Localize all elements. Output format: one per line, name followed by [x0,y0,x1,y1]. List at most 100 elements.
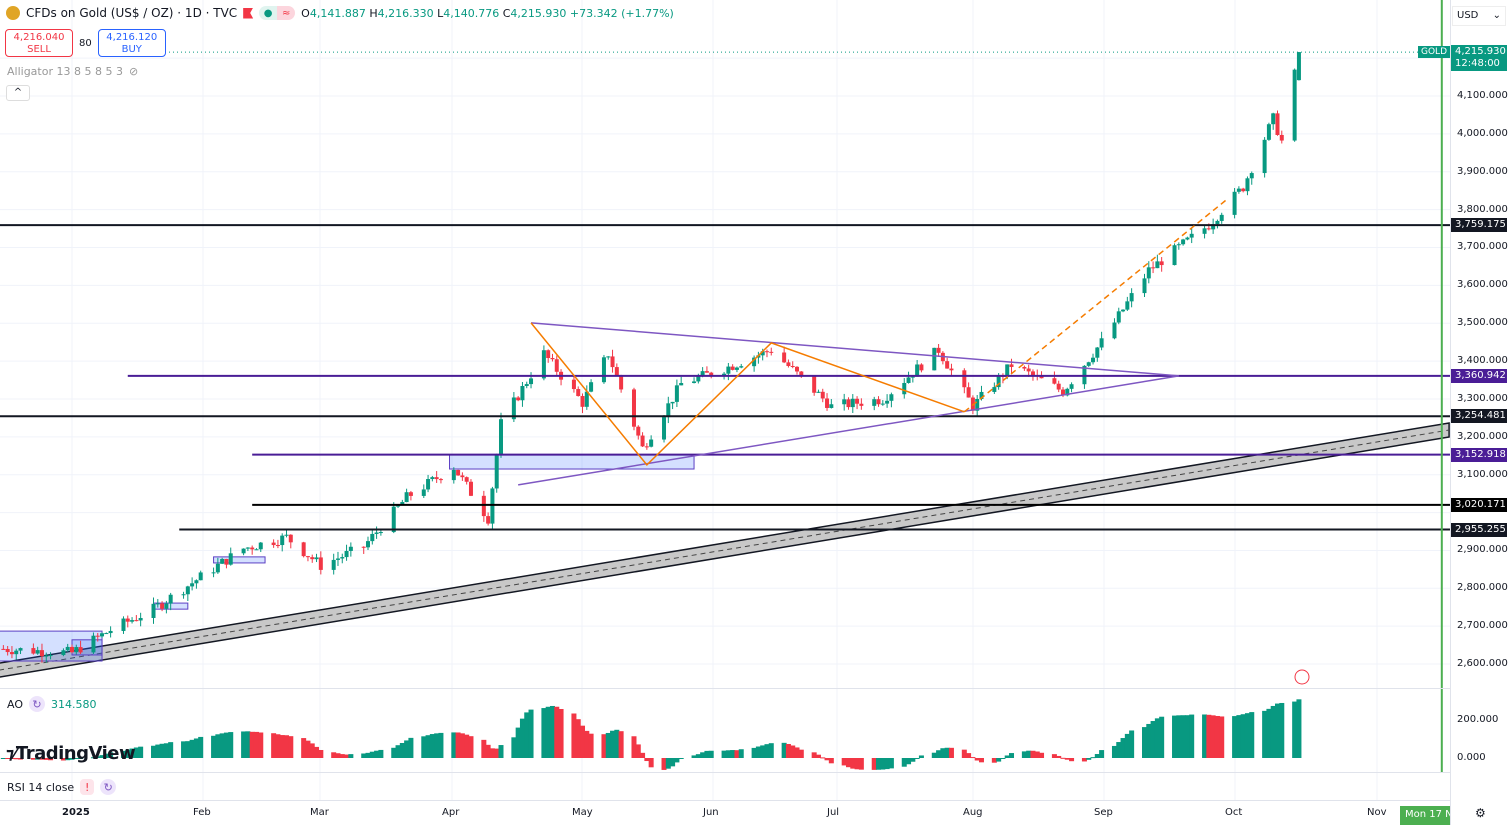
candle-body [520,386,525,401]
ao-bar [888,758,894,769]
time-label: May [572,807,593,818]
ao-bar [678,758,684,759]
price-tick: 3,100.000 [1457,468,1508,480]
rsi-legend[interactable]: RSI 14 close! ↻ [7,779,117,795]
ao-bar [794,747,800,758]
collapse-legend-button[interactable]: ^ [6,85,30,101]
tradingview-logo: ⁊⁄TradingView [6,743,136,764]
price-chart[interactable] [0,0,1450,825]
candle-body [1296,52,1301,81]
settings-icon[interactable]: ⚙ [1475,806,1486,820]
candle-body [121,618,126,631]
ao-bar [768,743,774,758]
ao-bar [850,758,856,769]
candle-body [816,391,821,393]
candle-body [936,347,941,353]
ao-bar [455,732,461,758]
candle-body [61,650,66,656]
ao-bar [391,747,397,758]
ao-tick: 0.000 [1457,752,1486,763]
wave-icon: ≈ [277,6,296,20]
ao-bar [399,742,405,758]
level-price-tag: 3,254.481 [1451,409,1507,424]
ao-bar [138,746,144,758]
ao-bar [764,744,770,758]
candle-body [1185,237,1190,240]
candle-body [391,506,396,533]
ao-bar [1240,714,1246,758]
candle-body [426,479,431,490]
candle-body [734,367,739,370]
candle-body [679,383,684,386]
ao-bar [228,732,234,758]
refresh-icon[interactable]: ↻ [29,696,45,712]
pane-separator[interactable] [0,688,1450,689]
ao-bar [279,735,285,758]
currency-select[interactable]: USD ⌄ [1452,6,1506,26]
candle-body [1176,244,1181,246]
ao-bar [674,758,680,763]
refresh-icon[interactable]: ↻ [100,779,117,795]
candle-body [580,396,585,407]
candle-body [245,547,250,549]
ao-bar [858,758,864,770]
candle-body [1116,311,1121,323]
candle-body [571,379,576,390]
ao-bar [1056,755,1062,758]
ao-bar [69,758,75,760]
candle-body [614,367,619,376]
candle-body [1181,239,1186,245]
ao-bar [554,706,560,758]
candle-body [335,558,340,560]
candle-body [430,477,435,480]
ao-bar [30,758,36,760]
candle-body [1052,378,1057,384]
candle-body [456,469,461,476]
ao-bar [700,752,706,758]
price-tick: 3,400.000 [1457,355,1508,367]
candle-body [481,495,486,517]
time-label: Apr [442,807,460,818]
level-price-tag: 3,759.175 [1451,218,1507,233]
candle-body [361,546,366,548]
buy-button[interactable]: 4,216.120 BUY [97,29,166,57]
candle-body [396,505,401,507]
candle-body [546,350,551,359]
candle-body [1069,384,1074,389]
level-price-tag: 2,955.255 [1451,522,1507,537]
pane-separator[interactable] [0,772,1450,773]
channel-midline [0,429,1450,671]
candle-body [529,378,534,385]
time-label: Jun [703,807,719,818]
ao-legend[interactable]: AO ↻ 314.580 [7,696,97,712]
ao-bar [725,750,731,758]
market-status[interactable]: ● ≈ [259,6,296,20]
candle-body [949,368,954,371]
ao-bar [1249,712,1255,758]
flag-icon[interactable] [243,7,254,19]
ao-bar [760,745,766,758]
candle-body [310,557,315,560]
ao-bar [1206,714,1212,758]
ao-bar [498,745,504,758]
market-open-dot-icon: ● [259,6,278,20]
ao-bar [785,744,791,758]
candle-body [872,399,877,406]
alligator-legend[interactable]: Alligator 13 8 5 8 5 3 ⊘ [7,65,139,78]
ao-bar [948,747,954,758]
ao-bar [181,741,187,758]
ao-bar [421,736,427,758]
ao-bar [545,706,551,758]
warning-icon[interactable]: ! [80,779,95,795]
triangle-line [518,375,1179,486]
ao-bar [528,709,534,758]
candle-body [366,541,371,548]
ao-bar [1064,758,1070,760]
ao-bar [429,734,435,758]
time-axis[interactable] [0,800,1450,825]
candle-body [1005,364,1010,377]
candle-body [1142,278,1147,294]
sell-button[interactable]: 4,216.040 SELL [5,29,73,57]
hidden-eye-icon[interactable]: ⊘ [128,65,139,78]
symbol-title[interactable]: CFDs on Gold (US$ / OZ) · 1D · TVC [26,6,238,20]
